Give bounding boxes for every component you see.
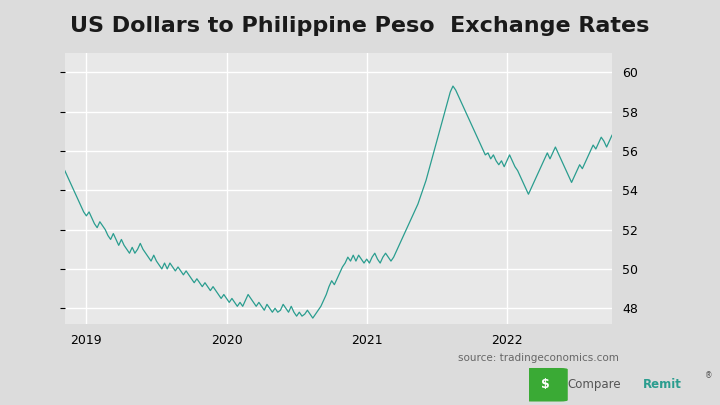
- Text: source: tradingeconomics.com: source: tradingeconomics.com: [459, 354, 619, 363]
- Text: ®: ®: [705, 371, 712, 380]
- Text: US Dollars to Philippine Peso  Exchange Rates: US Dollars to Philippine Peso Exchange R…: [71, 16, 649, 36]
- Text: $: $: [541, 378, 550, 391]
- Text: Remit: Remit: [643, 378, 682, 391]
- Text: Compare: Compare: [568, 378, 621, 391]
- FancyBboxPatch shape: [523, 368, 568, 401]
